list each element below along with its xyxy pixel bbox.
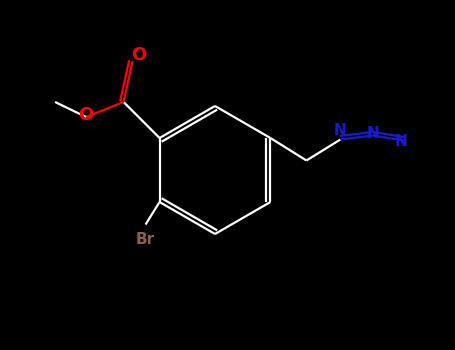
Text: O: O (78, 105, 94, 124)
Text: O: O (131, 46, 146, 64)
Text: N: N (334, 123, 347, 138)
Text: N: N (367, 126, 379, 140)
Text: Br: Br (136, 232, 155, 247)
Text: N: N (395, 134, 408, 149)
